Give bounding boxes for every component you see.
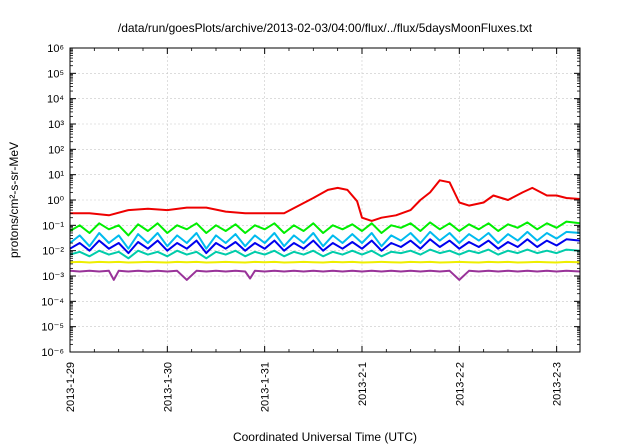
x-tick-label: 2013-1-29	[65, 362, 77, 412]
y-tick-label: 10⁻⁶	[41, 347, 64, 359]
series-line	[69, 230, 581, 250]
x-tick-label: 2013-1-30	[162, 362, 174, 412]
x-tick-label: 2013-2-1	[357, 362, 369, 406]
x-axis-label: Coordinated Universal Time (UTC)	[233, 430, 417, 444]
series-line	[69, 260, 581, 264]
y-tick-label: 10⁰	[47, 195, 64, 207]
x-tick-label: 2013-2-3	[552, 362, 564, 406]
y-tick-label: 10⁻⁴	[41, 296, 64, 308]
grid	[69, 47, 580, 353]
y-tick-label: 10³	[48, 119, 64, 131]
series-line	[70, 179, 581, 222]
x-tick-label: 2013-1-31	[260, 362, 272, 412]
series-line	[69, 238, 581, 255]
y-axis-label: protons/cm²-s-sr-MeV	[7, 142, 21, 258]
series-line	[69, 248, 581, 260]
y-tick-label: 10²	[48, 144, 64, 156]
y-tick-label: 10⁻³	[42, 271, 64, 283]
y-tick-label: 10⁻¹	[42, 220, 64, 232]
y-tick-label: 10⁵	[47, 68, 64, 80]
chart-title: /data/run/goesPlots/archive/2013-02-03/0…	[118, 21, 533, 35]
x-axis-ticks: 2013-1-29 2013-1-30 2013-1-31 2013-2-1 2013-…	[65, 48, 564, 412]
y-tick-label: 10⁻⁵	[41, 322, 64, 334]
y-tick-label: 10⁶	[47, 43, 64, 55]
y-tick-label: 10⁴	[47, 94, 64, 106]
x-tick-label: 2013-2-2	[454, 362, 466, 406]
series-line	[69, 269, 581, 281]
y-axis-ticks: 10⁻⁶ 10⁻⁵ 10⁻⁴ 10⁻³ 10⁻² 10⁻¹ 10⁰ 10¹ 10² 10³ 10⁴ 1…	[41, 43, 580, 359]
y-tick-label: 10¹	[48, 170, 64, 182]
series-group	[69, 179, 581, 281]
y-tick-label: 10⁻²	[42, 246, 64, 258]
series-line	[69, 220, 581, 237]
